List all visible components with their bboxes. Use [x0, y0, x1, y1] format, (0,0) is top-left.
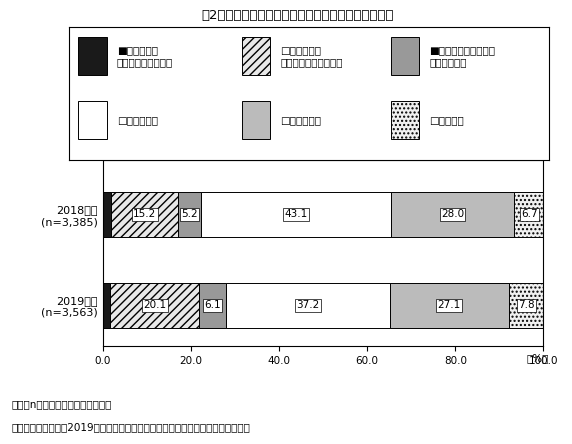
Bar — [201, 192, 391, 237]
Text: （注）nは本調査の回答企業総数。: （注）nは本調査の回答企業総数。 — [11, 400, 112, 410]
Text: □影響はない: □影響はない — [117, 115, 158, 125]
Text: □わからない: □わからない — [280, 115, 321, 125]
Text: 27.1: 27.1 — [438, 301, 461, 310]
Text: 20.1: 20.1 — [143, 301, 166, 310]
Bar — [110, 283, 199, 328]
Text: （出所）ジェトロ「2019年度日本企業の海外事業展開に関するアンケート調査」: （出所）ジェトロ「2019年度日本企業の海外事業展開に関するアンケート調査」 — [11, 422, 251, 432]
Bar — [103, 283, 110, 328]
Text: （%）: （%） — [527, 353, 549, 363]
Bar — [514, 192, 544, 237]
Text: ■プラスとマイナスの
影響が同程度: ■プラスとマイナスの 影響が同程度 — [429, 45, 495, 67]
Text: □全体として
マイナスの影響がある: □全体として マイナスの影響がある — [280, 45, 343, 67]
Text: 15.2: 15.2 — [133, 210, 156, 219]
Bar — [391, 192, 514, 237]
Text: ■全体として
プラスの影響がある: ■全体として プラスの影響がある — [117, 45, 173, 67]
Bar — [391, 37, 419, 75]
Text: 6.7: 6.7 — [521, 210, 538, 219]
Bar — [226, 283, 390, 328]
Bar — [199, 283, 226, 328]
Text: □　無回答: □ 無回答 — [429, 115, 464, 125]
Bar — [112, 192, 178, 237]
Bar — [391, 101, 419, 139]
Bar — [78, 37, 107, 75]
Text: 37.2: 37.2 — [296, 301, 319, 310]
Text: 43.1: 43.1 — [284, 210, 308, 219]
Bar — [78, 101, 107, 139]
Bar — [390, 283, 509, 328]
Bar — [103, 192, 112, 237]
Text: 7.8: 7.8 — [518, 301, 535, 310]
Text: 図2　保護貿易主義の影響（調査時点、全回答企業）: 図2 保護貿易主義の影響（調査時点、全回答企業） — [201, 9, 394, 22]
Text: 6.1: 6.1 — [204, 301, 221, 310]
Bar — [241, 101, 271, 139]
Bar — [241, 37, 271, 75]
Bar — [509, 283, 543, 328]
Bar — [178, 192, 201, 237]
Text: 28.0: 28.0 — [441, 210, 464, 219]
Text: 5.2: 5.2 — [181, 210, 198, 219]
